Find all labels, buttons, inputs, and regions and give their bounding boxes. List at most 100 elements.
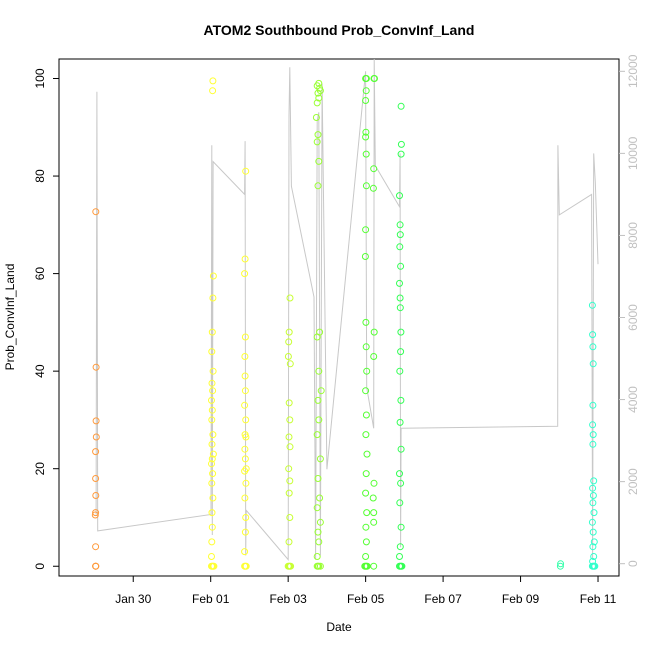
secondary-y-tick-label: 0 xyxy=(626,560,640,567)
data-point xyxy=(242,465,250,473)
data-point xyxy=(396,367,404,375)
secondary-y-axis: 0 2000 4000 6000 8000 10000 12000 xyxy=(619,54,640,567)
data-point xyxy=(589,431,597,439)
data-point xyxy=(242,514,250,521)
data-point xyxy=(286,443,294,451)
secondary-y-tick-label: 10000 xyxy=(626,136,640,170)
data-point xyxy=(369,494,377,502)
y-tick-label: 80 xyxy=(33,169,47,183)
secondary-y-tick-label: 8000 xyxy=(626,222,640,249)
data-point xyxy=(557,560,565,568)
data-point xyxy=(361,253,369,260)
data-point xyxy=(241,353,249,360)
data-point xyxy=(370,509,378,517)
data-point xyxy=(317,387,325,395)
series-5 xyxy=(396,102,406,570)
data-point xyxy=(370,328,378,336)
data-point xyxy=(314,89,322,97)
data-point xyxy=(285,399,293,407)
data-point xyxy=(92,208,100,216)
data-point xyxy=(314,475,322,482)
data-point xyxy=(209,294,217,302)
data-point xyxy=(396,553,403,560)
data-point xyxy=(286,294,294,302)
data-point xyxy=(315,416,323,424)
data-point xyxy=(363,450,371,458)
x-tick-label: Jan 30 xyxy=(115,592,151,606)
series-1 xyxy=(208,77,250,570)
data-point xyxy=(209,387,217,395)
data-point xyxy=(208,509,216,517)
data-point xyxy=(209,367,217,375)
data-point xyxy=(316,87,324,95)
data-point xyxy=(92,417,100,425)
data-point xyxy=(314,131,322,139)
y-tick-label: 20 xyxy=(33,462,47,476)
data-point xyxy=(590,509,598,517)
series-0 xyxy=(91,208,100,570)
data-point xyxy=(242,167,250,175)
data-point xyxy=(208,455,216,463)
data-point xyxy=(210,562,218,570)
data-point xyxy=(362,87,370,95)
data-point xyxy=(363,367,371,375)
data-point xyxy=(397,150,405,158)
data-point xyxy=(242,479,250,487)
secondary-y-tick-label: 4000 xyxy=(626,386,640,413)
data-point xyxy=(362,431,370,439)
data-point xyxy=(316,518,324,526)
data-point xyxy=(209,450,217,458)
data-point xyxy=(287,562,295,570)
data-point xyxy=(397,479,405,487)
y-axis-label: Prob_ConvInf_Land xyxy=(3,264,17,371)
data-point xyxy=(589,343,597,351)
data-point xyxy=(286,416,294,424)
series-4 xyxy=(361,75,378,570)
y-axis: 0 20 40 60 80 100 xyxy=(33,68,59,570)
data-point xyxy=(242,416,250,424)
data-point xyxy=(362,226,370,234)
data-point xyxy=(208,348,216,356)
x-axis-label: Date xyxy=(326,620,352,634)
data-point xyxy=(396,192,403,200)
data-point xyxy=(590,538,598,546)
data-point xyxy=(241,494,249,502)
data-point xyxy=(370,518,378,526)
data-point xyxy=(588,518,596,526)
points-layer xyxy=(91,75,599,570)
data-point xyxy=(589,421,597,429)
data-point xyxy=(208,553,215,560)
data-point xyxy=(241,372,249,380)
data-point xyxy=(362,411,370,419)
data-point xyxy=(285,328,293,336)
x-tick-label: Feb 11 xyxy=(580,592,617,606)
data-point xyxy=(370,562,378,570)
data-point xyxy=(370,353,378,360)
data-point xyxy=(209,431,217,439)
data-point xyxy=(209,494,217,502)
data-point xyxy=(590,477,598,485)
data-point xyxy=(241,270,249,278)
data-point xyxy=(315,538,323,546)
data-point xyxy=(398,562,406,570)
data-point xyxy=(362,387,370,395)
data-point xyxy=(316,494,324,502)
secondary-y-tick-label: 12000 xyxy=(626,54,640,88)
data-point xyxy=(314,528,322,536)
data-point xyxy=(208,379,216,387)
data-point xyxy=(285,433,293,441)
data-point xyxy=(589,543,597,551)
data-point xyxy=(241,255,249,263)
data-point xyxy=(396,294,404,302)
data-point xyxy=(362,75,370,82)
data-point xyxy=(286,360,294,368)
data-point xyxy=(286,514,294,521)
data-point xyxy=(396,231,404,239)
data-point xyxy=(209,77,217,85)
y-tick-label: 0 xyxy=(33,563,47,570)
data-point xyxy=(313,553,321,560)
data-point xyxy=(209,272,217,280)
data-point xyxy=(92,509,100,517)
x-tick-label: Feb 05 xyxy=(347,592,385,606)
data-point xyxy=(589,360,597,368)
